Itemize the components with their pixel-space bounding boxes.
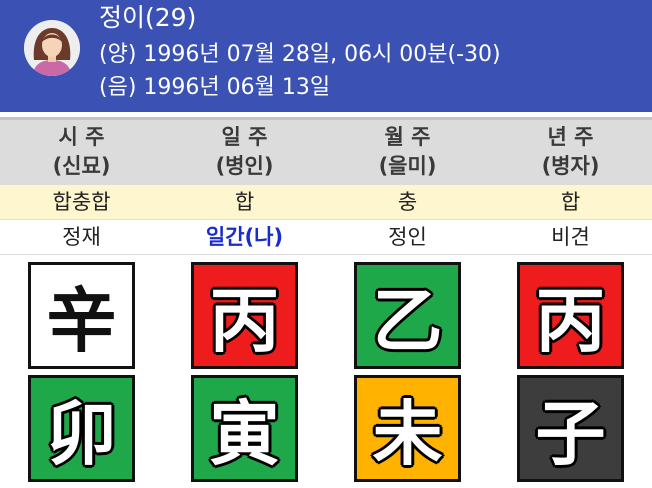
relations-row: 합충합 합 충 합 — [0, 185, 652, 220]
pillar-ganji: (신묘) — [52, 154, 111, 178]
relation-year: 합 — [560, 190, 581, 214]
female-avatar-icon[interactable] — [24, 20, 80, 76]
profile-header: 정이(29) (양) 1996년 07월 28일, 06시 00분(-30) (… — [0, 0, 652, 112]
pillar-hour: 시 주 (신묘) — [0, 120, 163, 185]
pillar-ganji: (병인) — [215, 154, 274, 178]
branch-char: 卯 — [46, 392, 117, 475]
stem-char: 乙 — [372, 279, 443, 362]
pillar-header-row: 시 주 (신묘) 일 주 (병인) 월 주 (을미) 년 주 (병자) — [0, 117, 652, 185]
relation-hour: 합충합 — [52, 190, 111, 214]
solar-birth-date: (양) 1996년 07월 28일, 06시 00분(-30) — [99, 42, 501, 67]
stem-char: 丙 — [209, 279, 280, 362]
branch-cell-day[interactable]: 寅 — [191, 375, 298, 482]
pillar-title: 시 주 — [58, 125, 105, 149]
pillar-title: 년 주 — [547, 125, 594, 149]
branch-char: 子 — [535, 392, 606, 475]
stem-cell-year[interactable]: 丙 — [517, 262, 624, 369]
ten-god-day-self: 일간(나) — [205, 225, 284, 249]
pillar-day: 일 주 (병인) — [163, 120, 326, 185]
ten-god-year: 비견 — [551, 225, 590, 249]
stem-cell-month[interactable]: 乙 — [354, 262, 461, 369]
branch-cell-month[interactable]: 未 — [354, 375, 461, 482]
pillar-year: 년 주 (병자) — [489, 120, 652, 185]
pillar-title: 일 주 — [221, 125, 268, 149]
branch-cell-year[interactable]: 子 — [517, 375, 624, 482]
lunar-birth-date: (음) 1996년 06월 13일 — [99, 75, 331, 100]
ganji-grid: 辛 丙 乙 丙 卯 寅 未 子 — [0, 260, 652, 488]
branch-char: 寅 — [209, 392, 280, 475]
pillar-ganji: (병자) — [541, 154, 600, 178]
profile-name: 정이(29) — [99, 3, 197, 32]
branch-char: 未 — [372, 392, 443, 475]
pillar-month: 월 주 (을미) — [326, 120, 489, 185]
stem-char: 丙 — [535, 279, 606, 362]
pillar-ganji: (을미) — [378, 154, 437, 178]
stem-cell-day[interactable]: 丙 — [191, 262, 298, 369]
relation-day: 합 — [234, 190, 255, 214]
ten-god-hour: 정재 — [62, 225, 101, 249]
ten-gods-row: 정재 일간(나) 정인 비견 — [0, 220, 652, 255]
branch-cell-hour[interactable]: 卯 — [28, 375, 135, 482]
ten-god-month: 정인 — [388, 225, 427, 249]
relation-month: 충 — [397, 190, 418, 214]
stem-char: 辛 — [46, 279, 117, 362]
pillar-title: 월 주 — [384, 125, 431, 149]
stem-cell-hour[interactable]: 辛 — [28, 262, 135, 369]
